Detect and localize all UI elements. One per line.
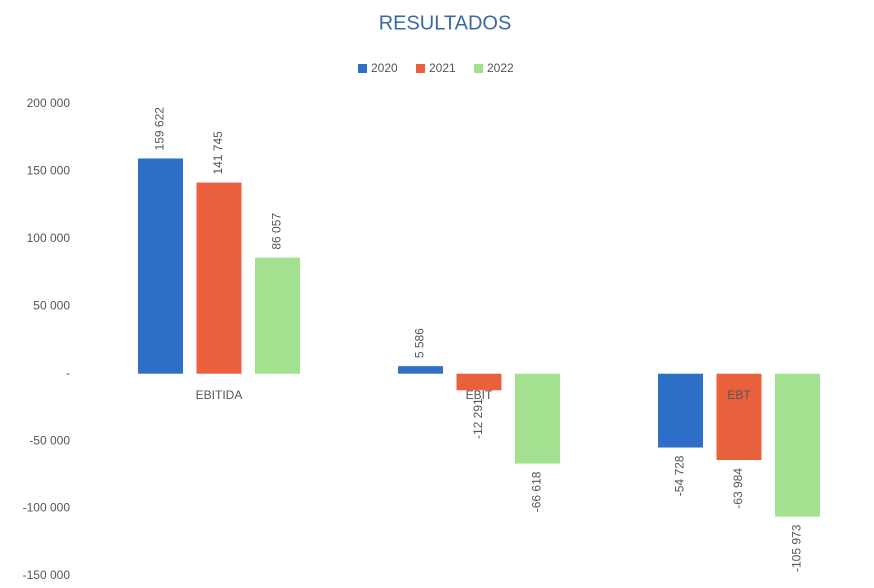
data-label: -105 973 xyxy=(790,524,804,572)
data-label: 86 057 xyxy=(270,213,284,250)
bar xyxy=(515,373,560,464)
legend-label: 2022 xyxy=(487,61,514,75)
x-tick-label: EBIT xyxy=(466,388,493,402)
y-tick-label: -150 000 xyxy=(23,568,71,582)
y-tick-label: 50 000 xyxy=(33,298,70,312)
y-tick-label: 150 000 xyxy=(27,164,71,178)
data-label: 141 745 xyxy=(211,131,225,175)
x-tick-label: EBT xyxy=(727,388,751,402)
y-tick-label: -100 000 xyxy=(23,501,71,515)
legend-label: 2020 xyxy=(371,61,398,75)
legend-swatch xyxy=(416,64,425,73)
bar xyxy=(658,373,703,448)
bar xyxy=(456,373,502,391)
y-tick-label: - xyxy=(66,366,70,380)
chart-title: RESULTADOS xyxy=(379,12,512,34)
bar xyxy=(398,366,443,374)
legend-swatch xyxy=(474,64,483,73)
x-tick-label: EBITIDA xyxy=(196,388,243,402)
bar xyxy=(716,373,762,461)
bar xyxy=(255,257,300,374)
bar xyxy=(775,373,820,517)
legend-swatch xyxy=(358,64,367,73)
data-label: -54 728 xyxy=(673,455,687,496)
bar xyxy=(138,158,183,374)
legend-label: 2021 xyxy=(429,61,456,75)
y-tick-label: 200 000 xyxy=(27,96,71,110)
data-label: 5 586 xyxy=(413,328,427,358)
data-label: -12 291 xyxy=(471,398,485,439)
y-tick-label: -50 000 xyxy=(29,433,70,447)
bar xyxy=(196,182,242,374)
y-tick-label: 100 000 xyxy=(27,231,71,245)
data-label: -66 618 xyxy=(530,471,544,512)
data-label: 159 622 xyxy=(153,107,167,151)
data-label: -63 984 xyxy=(731,468,745,509)
